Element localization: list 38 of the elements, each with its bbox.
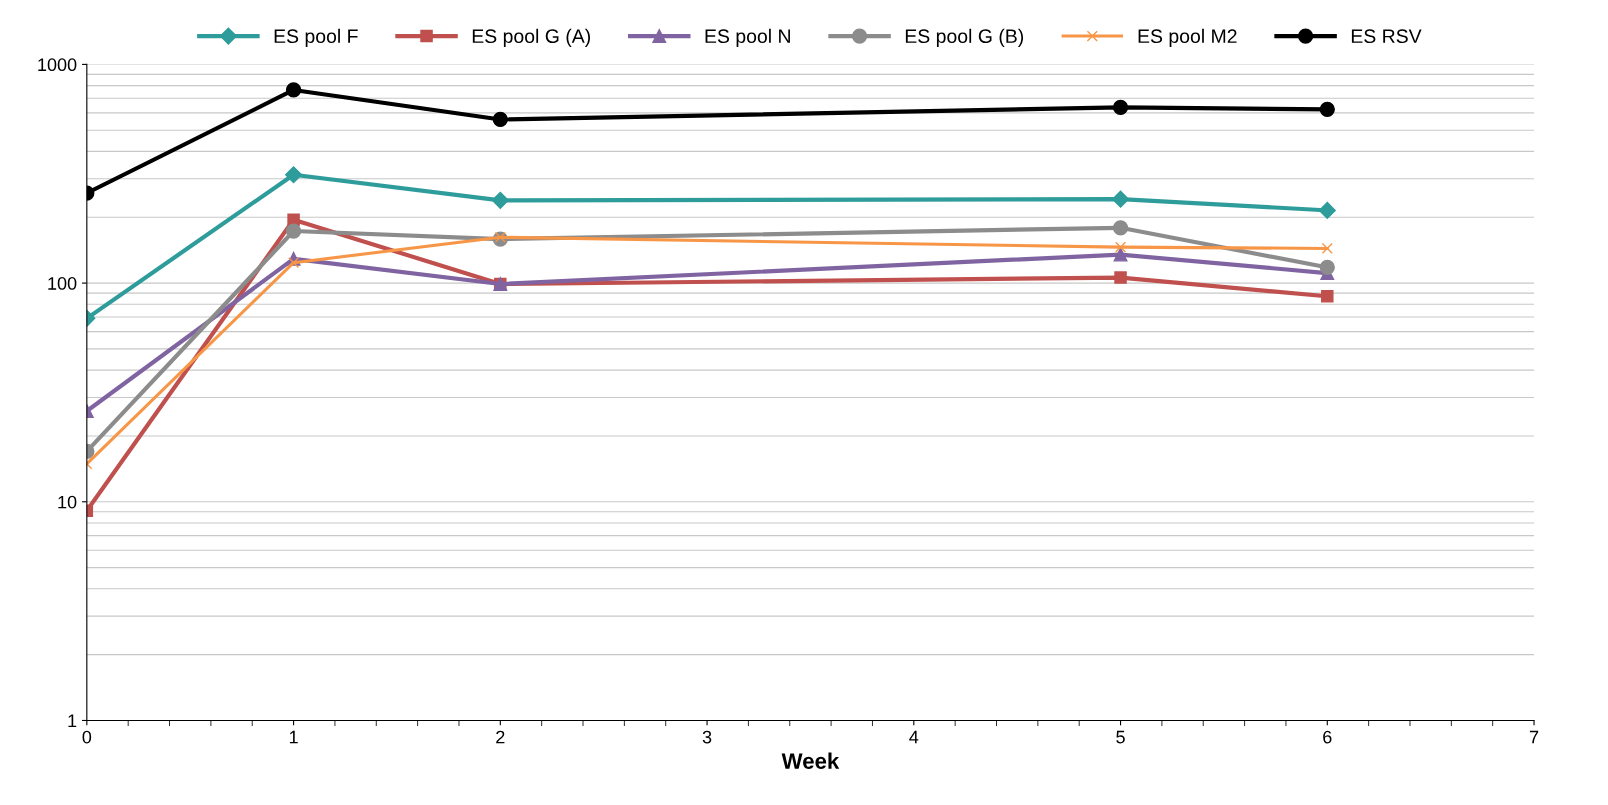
y-tick-label: 100: [48, 277, 77, 290]
x-tick-label: 0: [82, 730, 92, 744]
point: [287, 213, 300, 226]
x-tick-label: 5: [1116, 730, 1125, 744]
point: [1112, 99, 1129, 116]
point: [285, 223, 302, 239]
point: [288, 257, 300, 269]
point: [1319, 259, 1335, 276]
x-tick-label: 6: [1323, 730, 1332, 744]
point: [285, 82, 302, 98]
y-tick-label: 10: [58, 495, 77, 509]
point: [1321, 290, 1334, 303]
x-tick-label: 3: [702, 730, 712, 744]
point: [1321, 242, 1333, 255]
point: [1111, 190, 1130, 208]
point: [1113, 247, 1128, 262]
x-tick-label: 1: [289, 730, 298, 744]
legend-label: ES RSV: [1351, 29, 1422, 44]
point: [492, 111, 508, 128]
y-tick-label: 1000: [38, 58, 77, 72]
x-tick-label: 4: [909, 730, 919, 744]
point: [1114, 241, 1127, 253]
point: [1112, 220, 1129, 236]
point: [1319, 101, 1335, 117]
x-tick-label: 7: [1529, 730, 1539, 744]
legend-label: ES pool G (B): [905, 28, 1024, 47]
y-tick-label: 1: [68, 714, 77, 728]
point: [1114, 271, 1127, 284]
point: [494, 231, 506, 243]
legend-label: ES pool G (A): [472, 28, 590, 47]
x-tick-label: 2: [496, 730, 505, 744]
legend-label: ES pool M2: [1138, 28, 1237, 47]
point: [1318, 201, 1336, 219]
x-axis-title: Week: [781, 752, 840, 769]
point: [491, 191, 509, 209]
legend-label: ES pool N: [705, 28, 790, 47]
point: [285, 166, 303, 184]
legend-label: ES pool F: [274, 28, 358, 47]
